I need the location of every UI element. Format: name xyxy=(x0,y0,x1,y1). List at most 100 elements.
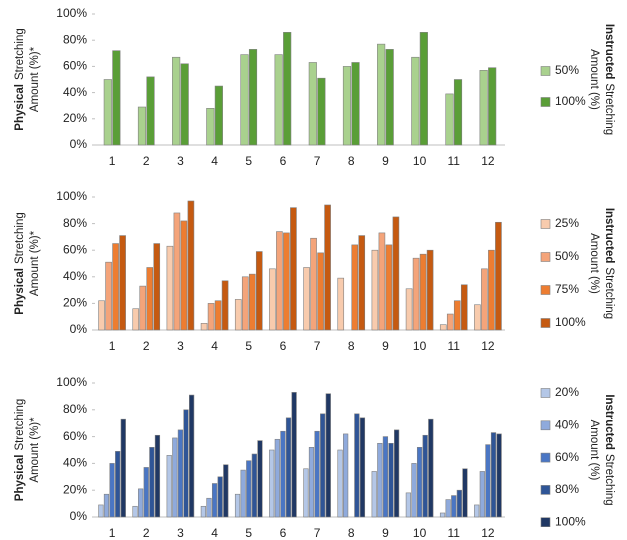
bar xyxy=(143,467,149,518)
y-tick-label: 20% xyxy=(63,296,87,310)
bar xyxy=(115,451,121,518)
bar xyxy=(291,392,297,518)
bar xyxy=(166,455,172,518)
x-tick-label: 12 xyxy=(481,339,495,353)
bar xyxy=(183,409,189,518)
bar xyxy=(405,492,411,518)
y-axis-label-part: Stretching xyxy=(14,28,26,80)
legend-label: 50% xyxy=(555,63,579,77)
x-tick-label: 2 xyxy=(143,526,150,540)
bar xyxy=(234,299,242,331)
bar xyxy=(446,313,454,331)
x-tick-label: 9 xyxy=(382,526,389,540)
bar xyxy=(419,253,427,331)
bar xyxy=(474,504,480,518)
bar xyxy=(214,300,222,331)
x-tick-label: 2 xyxy=(143,154,150,168)
legend-swatch xyxy=(540,452,551,463)
y-tick-label: 100% xyxy=(56,375,87,389)
legend-label: 25% xyxy=(555,216,579,230)
bar xyxy=(172,437,178,518)
bar xyxy=(112,50,121,146)
legend-swatch xyxy=(540,66,551,76)
legend-title-part: Stretching xyxy=(603,267,615,319)
bar xyxy=(285,417,292,518)
bar xyxy=(105,261,112,331)
bar xyxy=(109,463,115,518)
bar xyxy=(354,413,360,518)
bar xyxy=(211,483,218,518)
bar xyxy=(137,106,147,146)
bar xyxy=(317,252,324,331)
y-axis-label-part: Stretching xyxy=(14,399,26,451)
x-tick-label: 11 xyxy=(448,526,461,540)
bar xyxy=(166,245,174,331)
bar xyxy=(248,273,256,331)
bar xyxy=(358,235,366,331)
bar xyxy=(290,207,297,331)
legend-title: Instructed Stretching xyxy=(603,24,615,135)
x-tick-label: 10 xyxy=(413,154,427,168)
bar xyxy=(310,237,317,331)
y-axis-label-line2: Amount (%)* xyxy=(29,46,41,112)
y-tick-label: 100% xyxy=(56,6,87,20)
legend-title: Instructed Stretching xyxy=(603,394,615,505)
bar xyxy=(388,442,394,518)
bar xyxy=(359,417,366,518)
x-tick-label: 11 xyxy=(448,339,461,353)
bar xyxy=(479,471,485,518)
bar xyxy=(180,220,188,331)
bar xyxy=(325,393,331,518)
legend-title-line2: Amount (%) xyxy=(588,420,600,481)
bar xyxy=(422,434,428,518)
legend-swatch xyxy=(540,517,551,528)
bar xyxy=(274,438,280,518)
legend-label: 50% xyxy=(555,249,579,263)
bar xyxy=(495,221,502,331)
bar xyxy=(103,493,110,518)
x-tick-label: 8 xyxy=(348,339,355,353)
x-tick-label: 6 xyxy=(280,526,287,540)
x-tick-label: 5 xyxy=(245,526,252,540)
bar xyxy=(119,235,126,331)
y-axis-label: Physical Stretching xyxy=(14,28,26,130)
bar xyxy=(337,449,343,518)
bar xyxy=(240,469,246,518)
bar xyxy=(248,49,258,146)
bar xyxy=(206,497,212,518)
bar xyxy=(214,85,223,146)
bar xyxy=(342,66,352,146)
bar xyxy=(385,49,394,146)
y-tick-label: 0% xyxy=(70,137,88,151)
bar xyxy=(269,449,275,518)
bar xyxy=(481,268,488,331)
y-tick-label: 0% xyxy=(70,322,88,336)
bar xyxy=(392,216,400,331)
bar xyxy=(180,63,189,146)
bar xyxy=(485,444,491,518)
y-tick-label: 20% xyxy=(63,482,87,496)
bar xyxy=(411,463,417,518)
bar xyxy=(303,267,310,331)
bar xyxy=(394,429,400,518)
y-axis-label-bold: Physical xyxy=(14,268,26,315)
legend-title: Instructed Stretching xyxy=(603,208,615,319)
bar xyxy=(453,79,463,146)
y-tick-label: 40% xyxy=(63,456,87,470)
legend-title-line2: Amount (%) xyxy=(588,233,600,294)
legend-label: 100% xyxy=(555,514,586,528)
bar xyxy=(187,200,195,331)
legend-title-part: Stretching xyxy=(603,83,615,135)
x-tick-label: 10 xyxy=(413,339,427,353)
bar xyxy=(120,418,126,518)
bar xyxy=(207,303,215,331)
y-tick-label: 40% xyxy=(63,85,87,99)
bar xyxy=(269,268,276,331)
bar xyxy=(255,251,263,331)
y-axis-label-part: Stretching xyxy=(14,212,26,264)
bar xyxy=(246,460,252,518)
bar xyxy=(453,300,461,331)
bar xyxy=(240,54,249,146)
y-tick-label: 60% xyxy=(63,59,87,73)
